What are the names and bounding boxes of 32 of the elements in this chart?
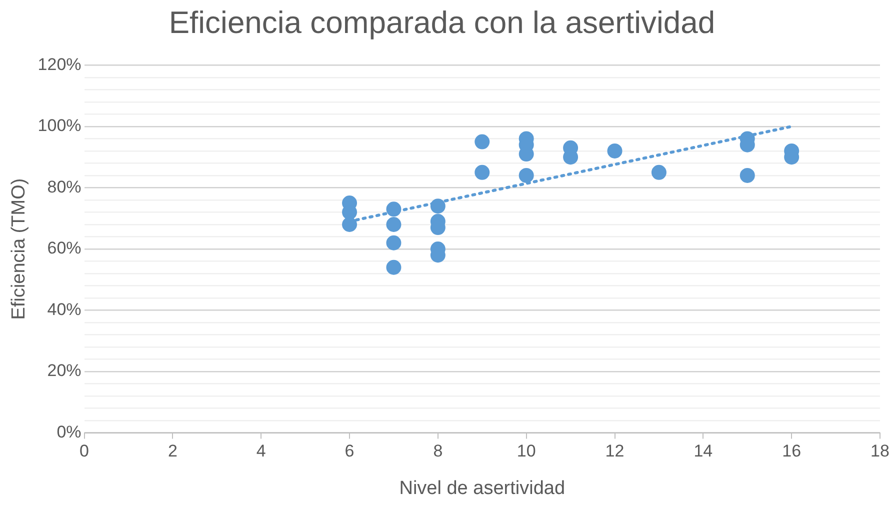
point bbox=[651, 164, 666, 180]
x-tick-label: 12 bbox=[605, 442, 624, 461]
point bbox=[518, 168, 534, 183]
x-tick-label: 16 bbox=[782, 442, 802, 461]
y-tick-label: 100% bbox=[38, 116, 82, 136]
x-tick-label: 4 bbox=[256, 442, 266, 461]
x-tick-label: 14 bbox=[694, 442, 713, 461]
x-tick-label: 18 bbox=[870, 442, 890, 461]
y-tick-label: 80% bbox=[47, 177, 82, 196]
y-tick-label: 120% bbox=[38, 54, 82, 74]
point bbox=[740, 168, 755, 183]
point bbox=[474, 164, 490, 180]
y-tick-label: 0% bbox=[56, 422, 82, 442]
point bbox=[474, 134, 490, 150]
point bbox=[386, 216, 402, 232]
point bbox=[386, 260, 402, 275]
x-tick-label: 6 bbox=[344, 442, 354, 461]
x-tick-label: 2 bbox=[168, 442, 178, 461]
point bbox=[386, 235, 402, 250]
y-tick-label: 60% bbox=[47, 238, 82, 258]
y-tick-label: 20% bbox=[47, 361, 82, 380]
point bbox=[386, 202, 402, 217]
x-tick-label: 10 bbox=[516, 442, 536, 461]
point bbox=[607, 143, 622, 158]
x-tick-label: 8 bbox=[433, 442, 443, 461]
y-axis-title: Eficiencia (TMO) bbox=[8, 178, 30, 320]
point bbox=[342, 216, 358, 232]
y-tick-label: 40% bbox=[47, 300, 82, 319]
x-axis-title: Nivel de asertividad bbox=[399, 478, 566, 499]
chart-title: Eficiencia comparada con la asertividad bbox=[168, 5, 716, 40]
point bbox=[430, 198, 446, 214]
x-tick-label: 0 bbox=[80, 442, 90, 461]
